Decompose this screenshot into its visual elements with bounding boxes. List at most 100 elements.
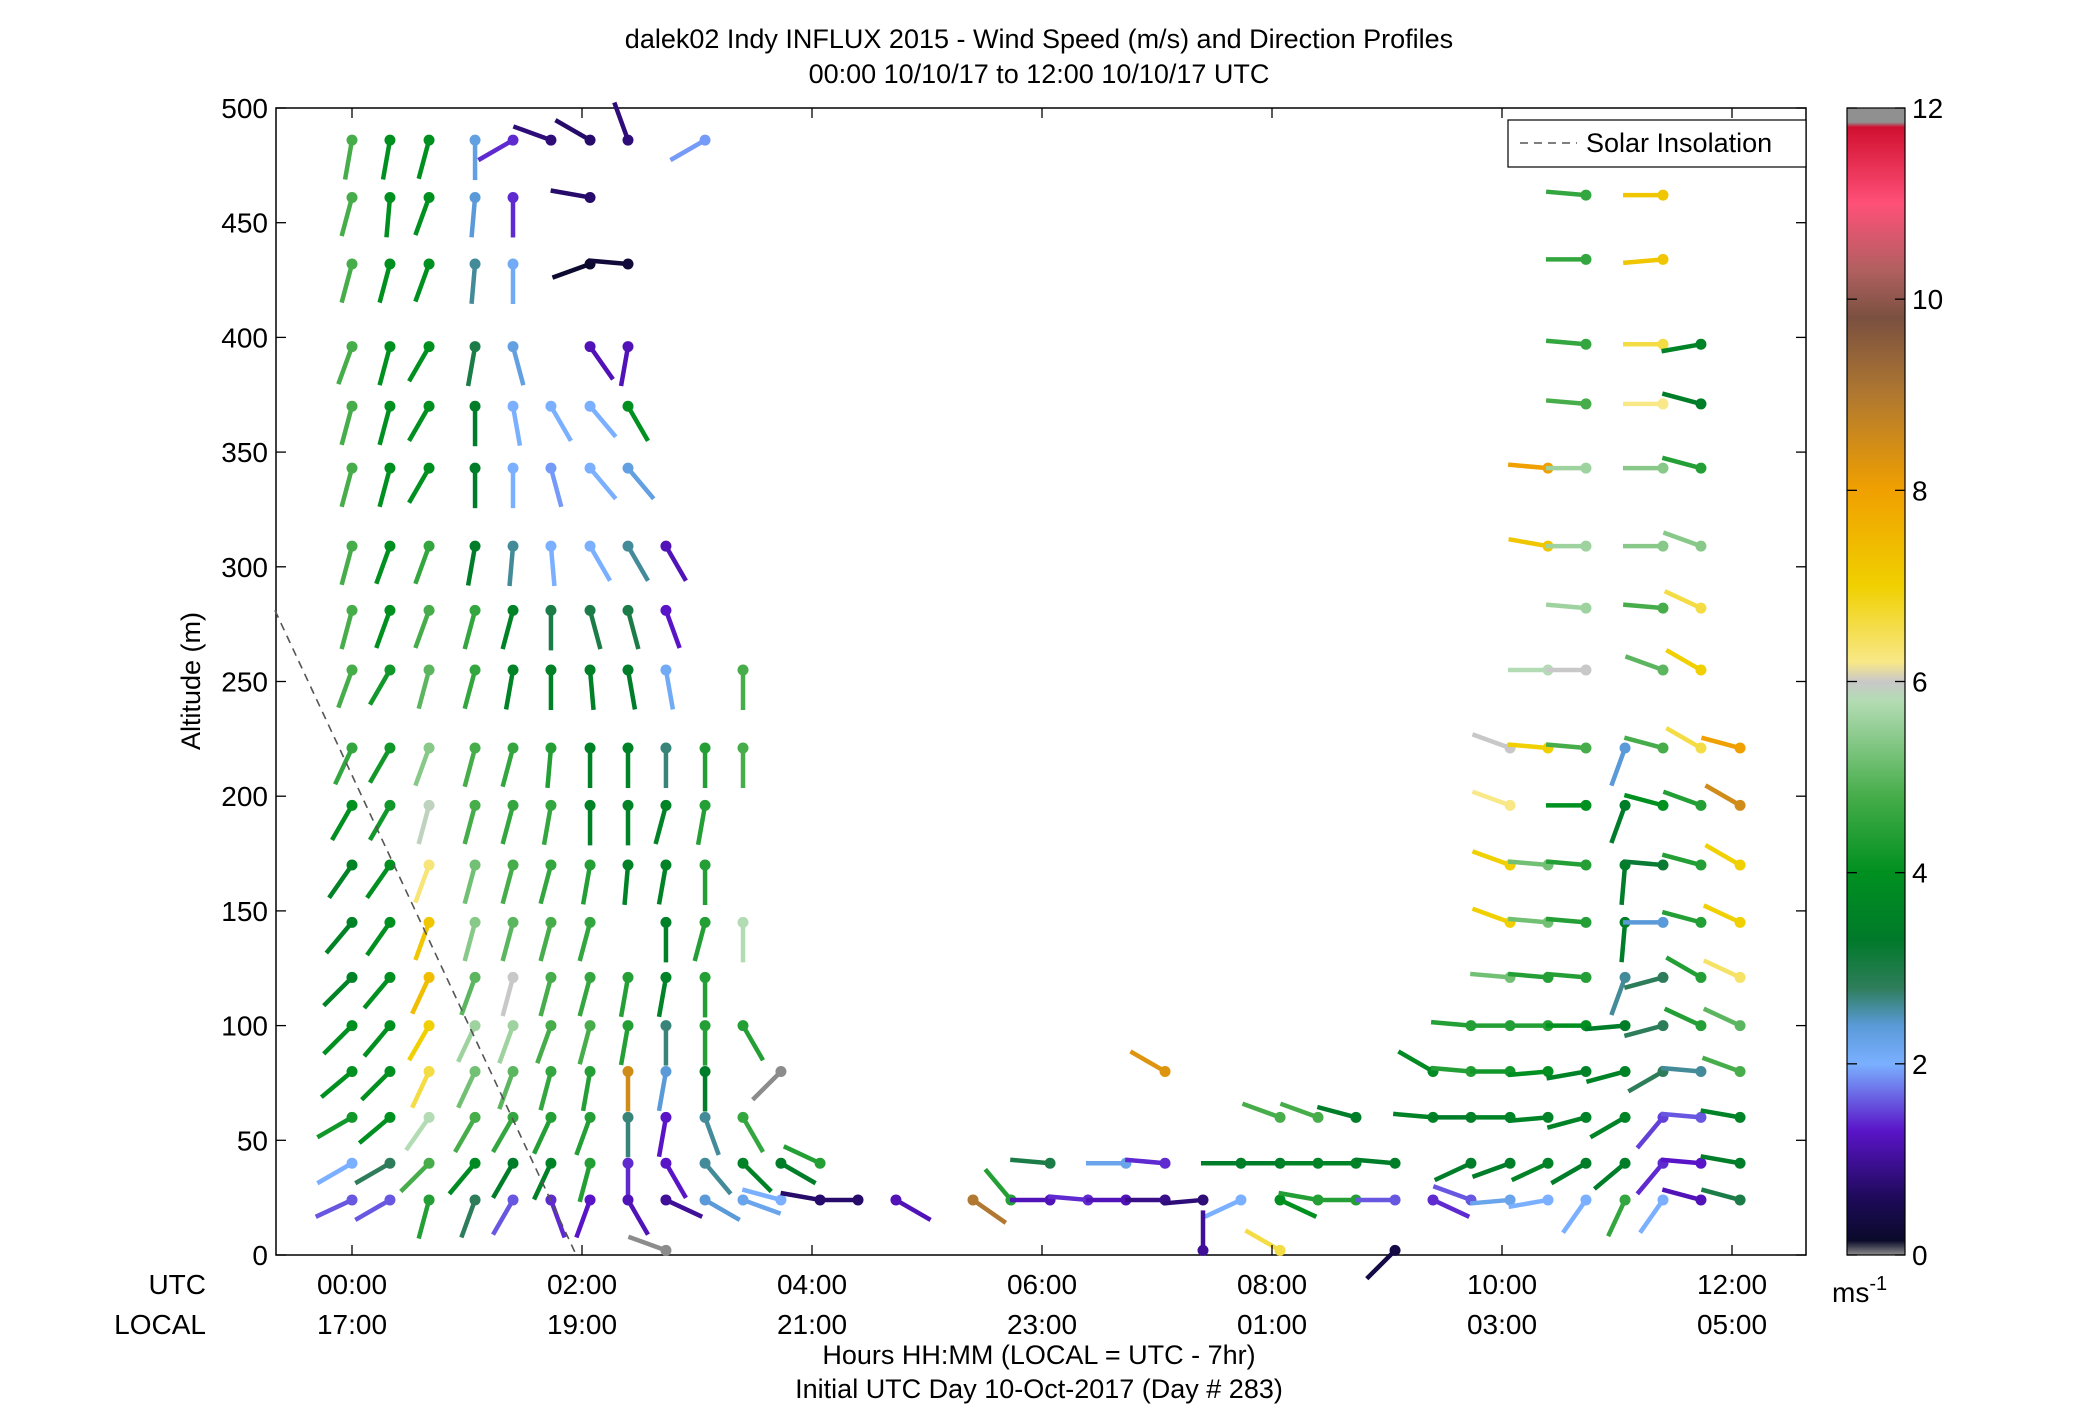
wind-vector-shaft	[324, 920, 354, 955]
wind-vector-shaft	[459, 976, 478, 1016]
wind-vector-shaft	[538, 1070, 554, 1111]
wind-vector-shaft	[554, 118, 592, 143]
wind-vector-point	[469, 916, 481, 928]
wind-vector-shaft	[1622, 859, 1664, 868]
wind-vector-shaft	[656, 1116, 669, 1158]
wind-vector-point	[1657, 742, 1669, 754]
wind-vector-shaft	[587, 258, 629, 267]
wind-vector-point	[346, 604, 358, 616]
wind-vector-shaft	[580, 864, 593, 905]
wind-vector-shaft	[577, 976, 593, 1017]
colorbar-unit-exp: -1	[1869, 1273, 1887, 1295]
wind-vector-shaft	[577, 1025, 593, 1065]
wind-vector-point	[346, 971, 358, 983]
wind-vector-shaft	[548, 467, 564, 508]
wind-vector-point	[384, 462, 396, 474]
colorbar: 0 2 4 6 8 10 12 ms-1	[1832, 93, 1943, 1308]
wind-vector-shaft	[462, 921, 478, 962]
wind-vector-point	[1695, 742, 1707, 754]
wind-vector-point	[1580, 859, 1592, 871]
wind-vector-shaft	[459, 1199, 478, 1239]
wind-vector-shaft	[357, 1115, 392, 1145]
wind-vector-shaft	[1545, 189, 1587, 198]
wind-vector-point	[469, 400, 481, 412]
wind-vector-point	[545, 799, 557, 811]
y-axis: 0 50 100 150 200 250 300 350 400 450 500	[221, 93, 1806, 1271]
wind-vector-point	[660, 1194, 672, 1206]
wind-vector-shaft	[1433, 1161, 1472, 1183]
wind-vector-point	[1657, 253, 1669, 265]
wind-vector-shaft	[1704, 843, 1742, 867]
wind-vector-shaft	[1609, 804, 1628, 844]
wind-vector-point	[890, 1194, 902, 1206]
wind-vector-point	[507, 859, 519, 871]
wind-vector-point	[1504, 1194, 1516, 1206]
wind-vector-point	[1734, 859, 1746, 871]
wind-vector-shaft	[894, 1197, 932, 1222]
wind-vector-point	[507, 258, 519, 270]
wind-vector-shaft	[465, 545, 478, 586]
wind-vector-shaft	[1585, 1023, 1626, 1032]
wind-vector-point	[1389, 1244, 1401, 1256]
wind-vector-shaft	[1665, 726, 1703, 750]
wind-vector-shaft	[1507, 859, 1549, 868]
wind-vector-shaft	[535, 1024, 554, 1064]
wind-vector-shaft	[1589, 1115, 1627, 1140]
wind-vector-shaft	[362, 1024, 392, 1058]
wind-vector-shaft	[1622, 602, 1664, 611]
wind-vector-shaft	[664, 1197, 704, 1219]
legend-entry: Solar Insolation	[1586, 128, 1772, 158]
wind-vector-point	[545, 400, 557, 412]
colorbar-tick-label: 4	[1912, 858, 1928, 889]
wind-vector-shaft	[497, 1024, 516, 1064]
wind-vector-shaft	[741, 1187, 782, 1203]
wind-vector-point	[507, 971, 519, 983]
wind-vector-point	[1542, 1065, 1554, 1077]
wind-vector-point	[469, 742, 481, 754]
wind-vector-shaft	[377, 345, 393, 386]
wind-vector-shaft	[416, 1199, 432, 1240]
wind-vector-point	[423, 400, 435, 412]
wind-vector-point	[622, 604, 634, 616]
wind-vector-shaft	[1623, 975, 1664, 990]
wind-vector-shaft	[612, 101, 631, 141]
wind-vector-point	[1542, 1194, 1554, 1206]
wind-vector-point	[1580, 398, 1592, 410]
wind-vector-shaft	[1545, 742, 1587, 751]
wind-vector-point	[384, 1111, 396, 1123]
colorbar-ticks: 0 2 4 6 8 10 12	[1847, 93, 1943, 1271]
wind-vector-shaft	[1546, 1069, 1587, 1081]
wind-vector-point	[1619, 1020, 1631, 1032]
wind-vector-point	[423, 258, 435, 270]
wind-vector-point	[1580, 253, 1592, 265]
wind-vector-point	[469, 540, 481, 552]
wind-vector-point	[423, 134, 435, 146]
wind-vector-point	[584, 1065, 596, 1077]
wind-vector-point	[737, 1194, 749, 1206]
wind-vector-point	[1580, 742, 1592, 754]
wind-vector-point	[1580, 1157, 1592, 1169]
wind-vector-shaft	[1606, 1198, 1628, 1238]
wind-vector-point	[469, 134, 481, 146]
wind-vector-point	[622, 1157, 634, 1169]
wind-vector-point	[1580, 1065, 1592, 1077]
wind-vector-point	[584, 1111, 596, 1123]
wind-vector-shaft	[669, 138, 707, 163]
wind-vector-shaft	[339, 545, 355, 586]
wind-vector-point	[660, 859, 672, 871]
wind-vector-point	[660, 604, 672, 616]
wind-vector-shaft	[399, 1161, 431, 1194]
wind-vector-shaft	[549, 405, 573, 442]
wind-vector-shaft	[1635, 1115, 1665, 1150]
wind-vector-point	[1389, 1194, 1401, 1206]
wind-vector-point	[1695, 338, 1707, 350]
wind-vector-point	[1734, 742, 1746, 754]
wind-vector-point	[346, 258, 358, 270]
wind-vector-shaft	[491, 1198, 515, 1236]
utc-row-label: UTC	[148, 1269, 206, 1300]
wind-vector-point	[346, 341, 358, 353]
wind-vector-point	[1734, 971, 1746, 983]
wind-vector-shaft	[627, 1234, 667, 1253]
wind-vector-point	[346, 664, 358, 676]
wind-vector-shaft	[368, 668, 392, 706]
